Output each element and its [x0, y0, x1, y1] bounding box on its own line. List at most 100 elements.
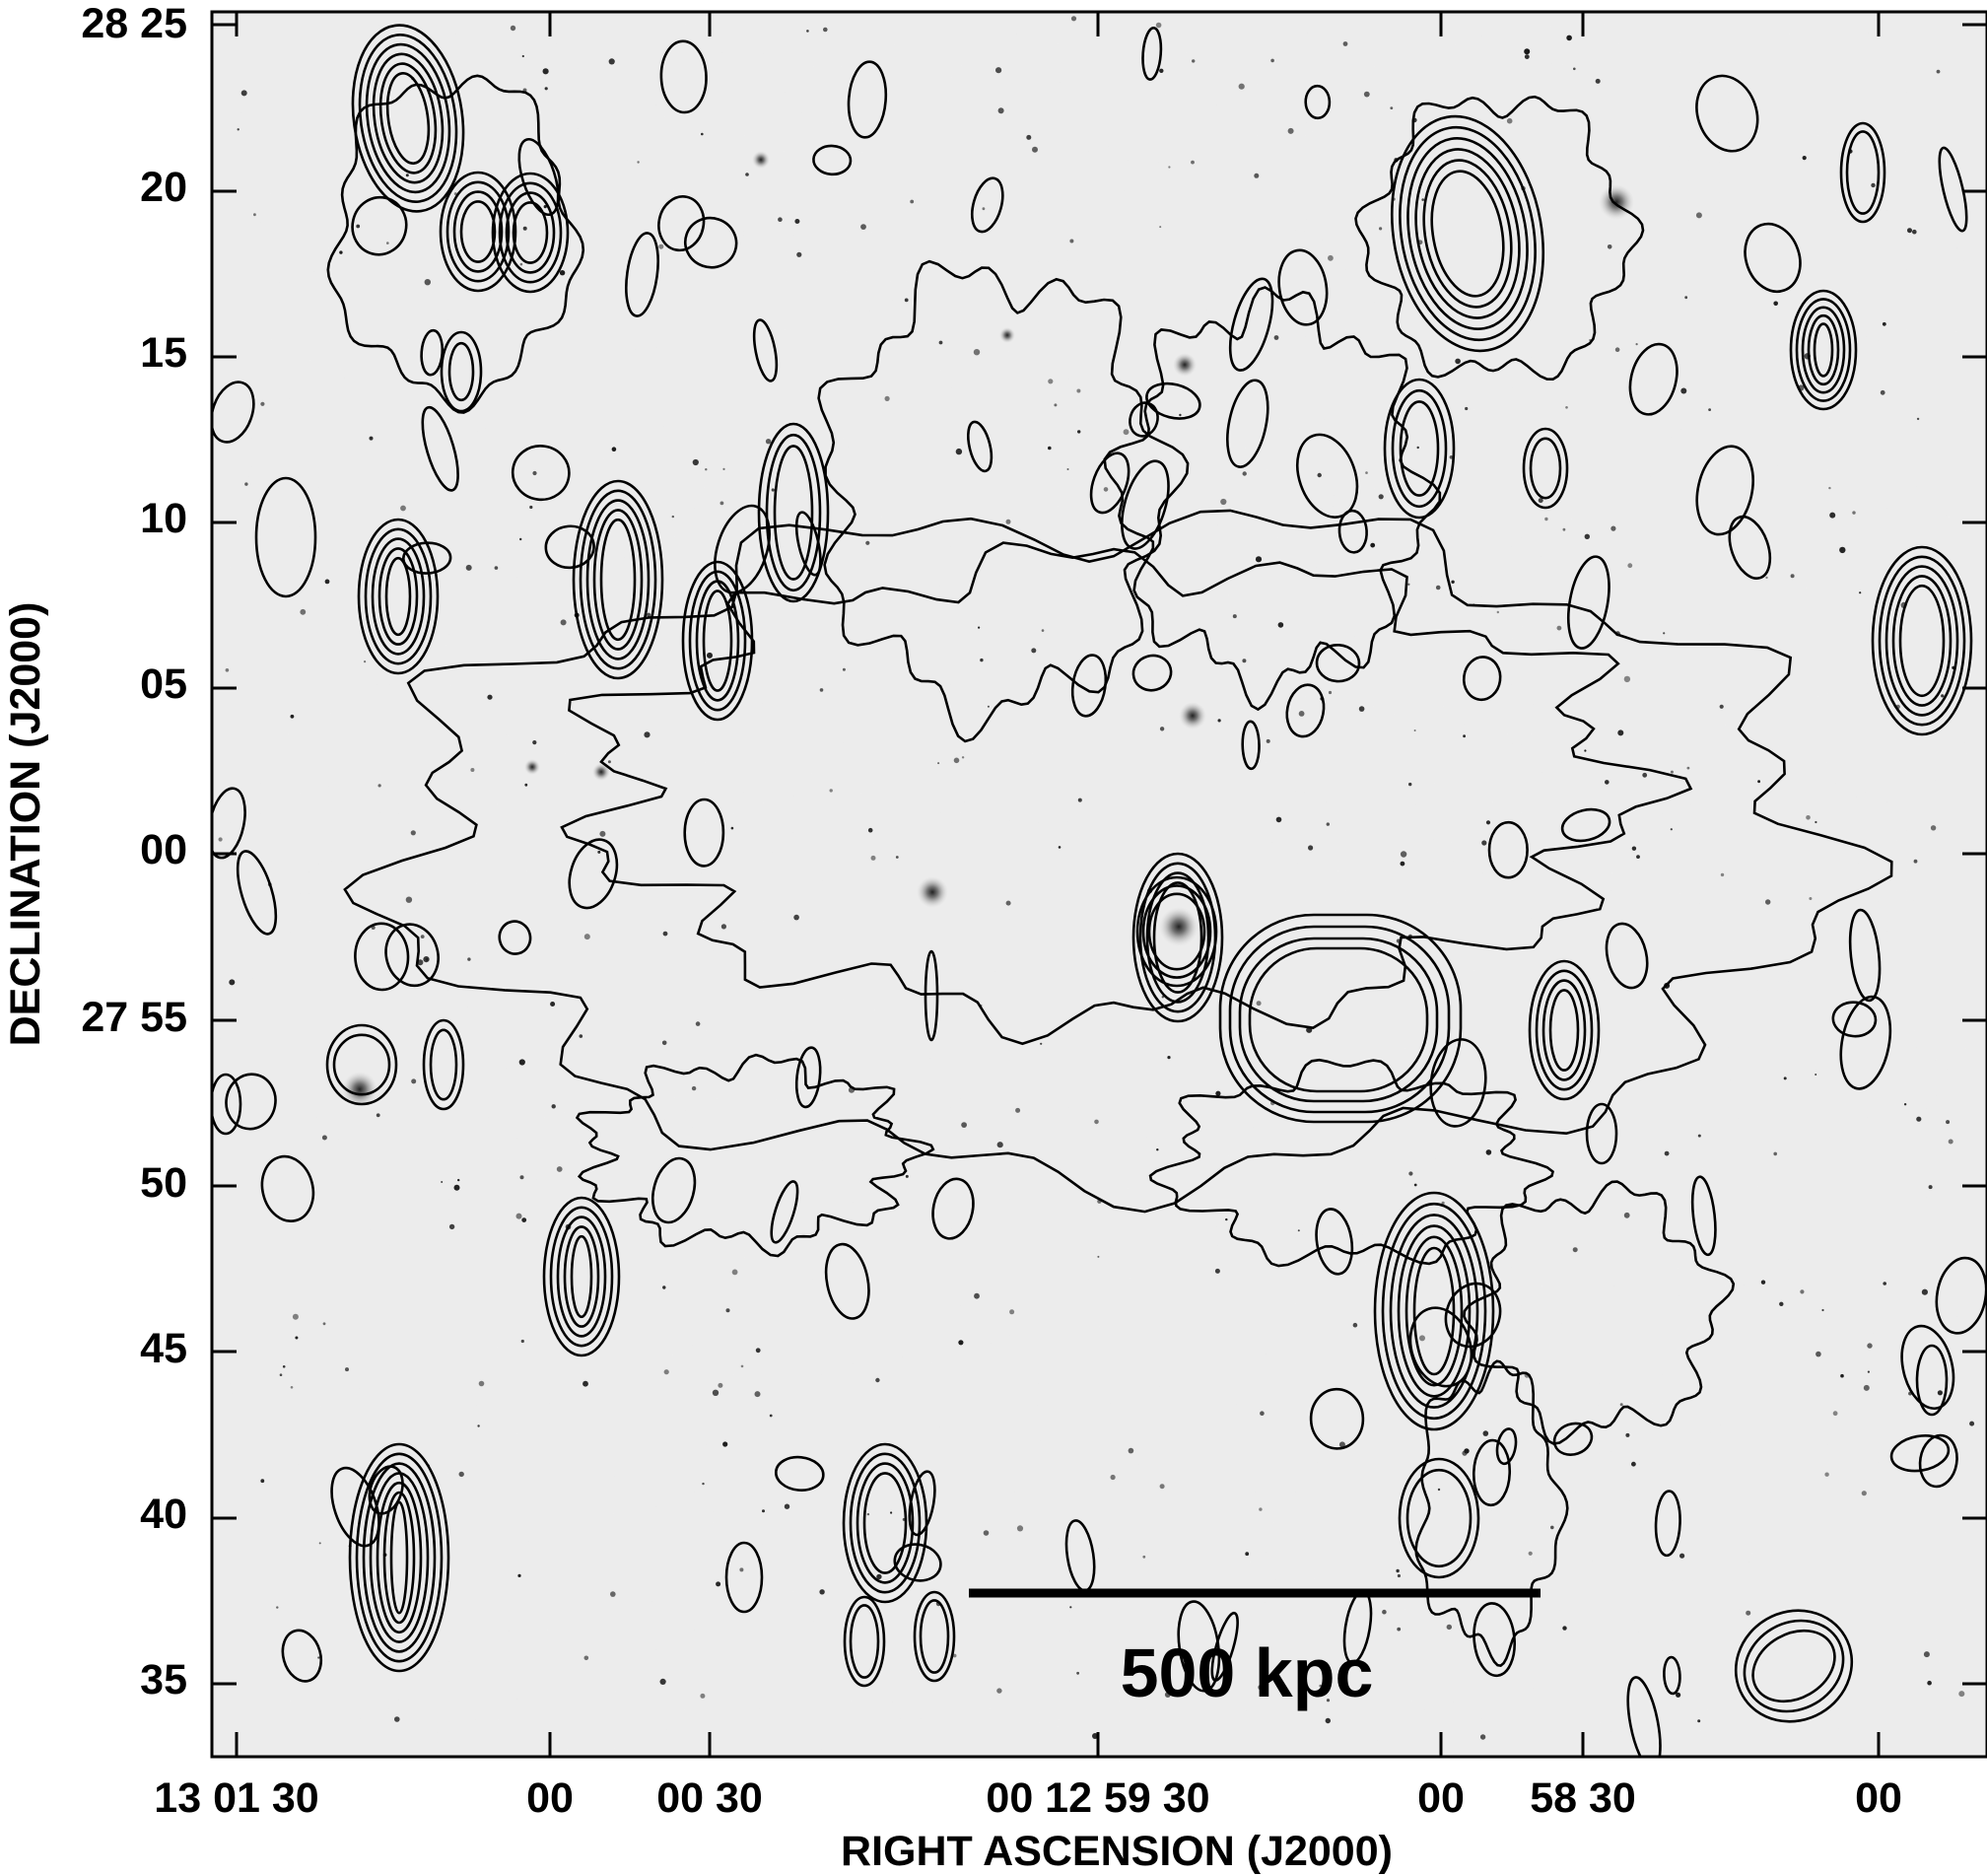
star	[1256, 1001, 1262, 1007]
radio-contour	[440, 330, 483, 413]
star	[884, 395, 890, 401]
star	[1481, 840, 1487, 846]
star	[938, 340, 943, 345]
y-tick-label: 00	[140, 826, 187, 873]
radio-contour	[1383, 378, 1456, 520]
star	[739, 1567, 744, 1572]
radio-contour-small	[1654, 1490, 1681, 1558]
star	[730, 826, 734, 830]
star	[1562, 1626, 1567, 1631]
star	[1066, 468, 1069, 470]
star	[292, 1313, 299, 1320]
radio-contour	[1398, 1457, 1480, 1579]
star	[1225, 1217, 1228, 1221]
star	[1297, 1229, 1300, 1232]
star	[1664, 1150, 1670, 1156]
radio-contour	[1528, 959, 1601, 1101]
radio-contour-small	[498, 920, 532, 955]
star	[487, 694, 493, 700]
radio-contour	[549, 1206, 614, 1348]
radio-contour-small	[1429, 1038, 1487, 1128]
star	[1054, 403, 1058, 407]
star	[229, 979, 236, 986]
radio-contour	[1152, 881, 1203, 994]
radio-contour-small	[1848, 908, 1882, 1003]
galaxy	[999, 327, 1015, 343]
radio-contour-small	[908, 1470, 936, 1537]
star	[662, 1285, 666, 1289]
radio-contour	[1743, 1619, 1845, 1713]
y-tick-label: 27 55	[81, 994, 187, 1041]
radio-contour-small	[351, 195, 408, 256]
radio-contour-small	[970, 176, 1004, 234]
star	[441, 1181, 444, 1183]
radio-contour-diffuse	[343, 509, 1893, 1214]
star	[240, 90, 247, 97]
star	[1538, 498, 1543, 504]
star	[987, 705, 990, 708]
star	[1773, 301, 1778, 307]
radio-contour-small	[1900, 1324, 1955, 1411]
star	[904, 298, 909, 303]
star	[1815, 1074, 1817, 1076]
star	[1016, 1525, 1024, 1532]
star	[1416, 446, 1419, 450]
star	[1308, 845, 1314, 851]
star	[1413, 1183, 1417, 1187]
star	[1155, 22, 1162, 29]
star	[1441, 1201, 1445, 1205]
radio-contour-diffuse	[1148, 1058, 1554, 1268]
radio-contour	[585, 499, 651, 660]
star	[740, 1364, 744, 1368]
star	[1948, 1139, 1953, 1145]
star	[244, 482, 248, 486]
star	[1400, 861, 1405, 867]
star	[961, 756, 965, 759]
radio-contour	[422, 1018, 465, 1111]
y-tick-label: 50	[140, 1159, 187, 1207]
star	[1421, 198, 1424, 201]
star	[1550, 1525, 1554, 1530]
star	[793, 914, 799, 921]
radio-contour-small	[517, 137, 560, 217]
radio-contour-small	[812, 144, 853, 176]
star	[465, 564, 472, 571]
star	[290, 714, 295, 719]
radio-contour	[1585, 1102, 1618, 1165]
radio-contour	[919, 1599, 950, 1674]
star	[405, 174, 409, 177]
star	[1365, 471, 1368, 474]
star	[1325, 1717, 1332, 1724]
star	[1352, 1322, 1358, 1328]
star	[1913, 859, 1918, 864]
star	[424, 279, 431, 286]
star	[1936, 69, 1941, 74]
radio-contour-small	[1935, 1256, 1987, 1335]
radio-contour-small	[770, 1180, 799, 1244]
radio-contour	[1405, 1235, 1464, 1387]
radio-contour-small	[384, 923, 440, 988]
star	[1969, 1421, 1975, 1426]
star	[1031, 648, 1037, 654]
star	[583, 1655, 589, 1661]
star	[866, 1512, 870, 1516]
star	[745, 173, 749, 176]
star	[952, 1653, 957, 1658]
star	[1156, 1148, 1159, 1151]
star	[1048, 446, 1052, 451]
radio-contour	[849, 1604, 880, 1679]
star	[515, 1213, 522, 1219]
star	[519, 262, 523, 266]
star	[1720, 872, 1725, 877]
scale-bar-label: 500 kpc	[1121, 1634, 1374, 1711]
star	[1214, 1268, 1220, 1274]
star	[720, 924, 727, 930]
radio-contour	[1238, 937, 1439, 1103]
star	[386, 242, 389, 244]
star	[1912, 229, 1917, 235]
y-axis-tick-labels: 28 25 20 15 10 05 00 27 55 50 45 40 35	[81, 0, 187, 1703]
radio-contour	[254, 476, 317, 598]
star	[1455, 358, 1461, 365]
radio-contour	[491, 172, 570, 294]
radio-contour	[1405, 1468, 1473, 1568]
